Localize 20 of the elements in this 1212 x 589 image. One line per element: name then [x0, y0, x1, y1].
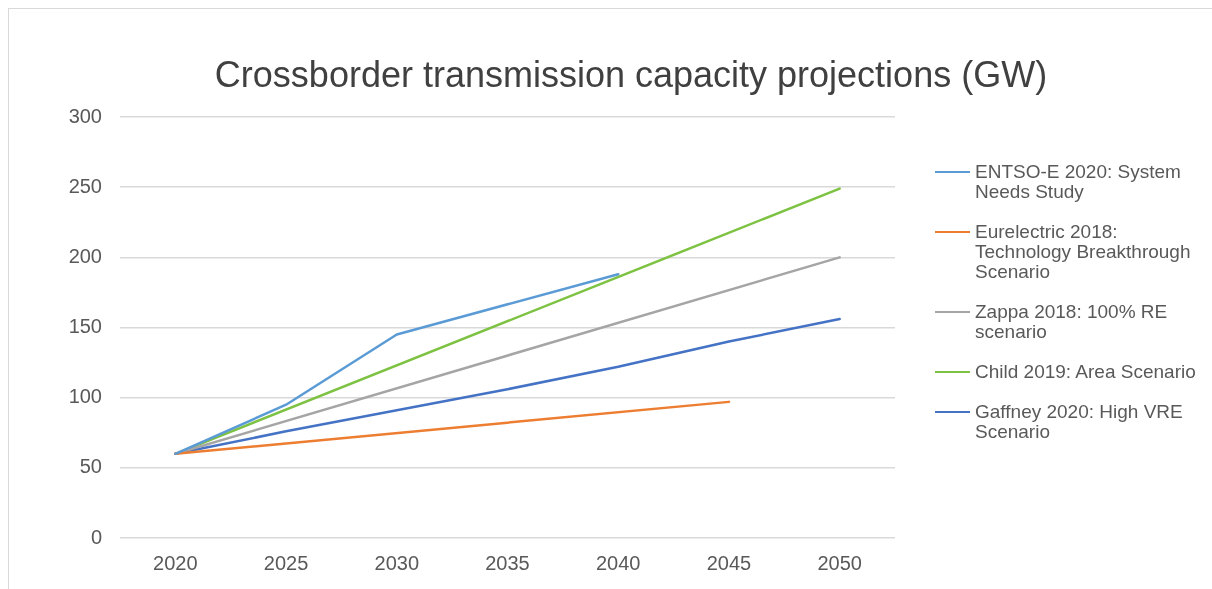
x-tick-label: 2040 [595, 551, 641, 574]
legend-label: Eurelectric 2018: Technology Breakthrough Scenario [975, 221, 1192, 282]
y-tick-label: 50 [79, 455, 102, 478]
y-tick-label: 200 [68, 244, 102, 267]
x-tick-label: 2030 [374, 551, 420, 574]
x-tick-label: 2050 [817, 551, 862, 574]
legend-label: ENTSO-E 2020: System Needs Study [975, 161, 1182, 202]
legend-label: Child 2019: Area Scenario [975, 361, 1197, 382]
legend-label: Zappa 2018: 100% RE scenario [975, 301, 1169, 342]
y-tick-label: 150 [68, 315, 102, 338]
y-tick-label: 300 [68, 104, 102, 127]
y-tick-label: 250 [68, 174, 102, 197]
y-tick-label: 0 [90, 525, 102, 548]
legend-label: Gaffney 2020: High VRE Scenario [975, 401, 1184, 442]
chart-title: Crossborder transmission capacity projections (GW) [213, 53, 1049, 97]
y-tick-label: 100 [68, 385, 102, 408]
x-tick-label: 2045 [706, 551, 752, 574]
x-tick-label: 2025 [263, 551, 309, 574]
x-tick-label: 2020 [153, 551, 198, 574]
x-tick-label: 2035 [485, 551, 530, 574]
